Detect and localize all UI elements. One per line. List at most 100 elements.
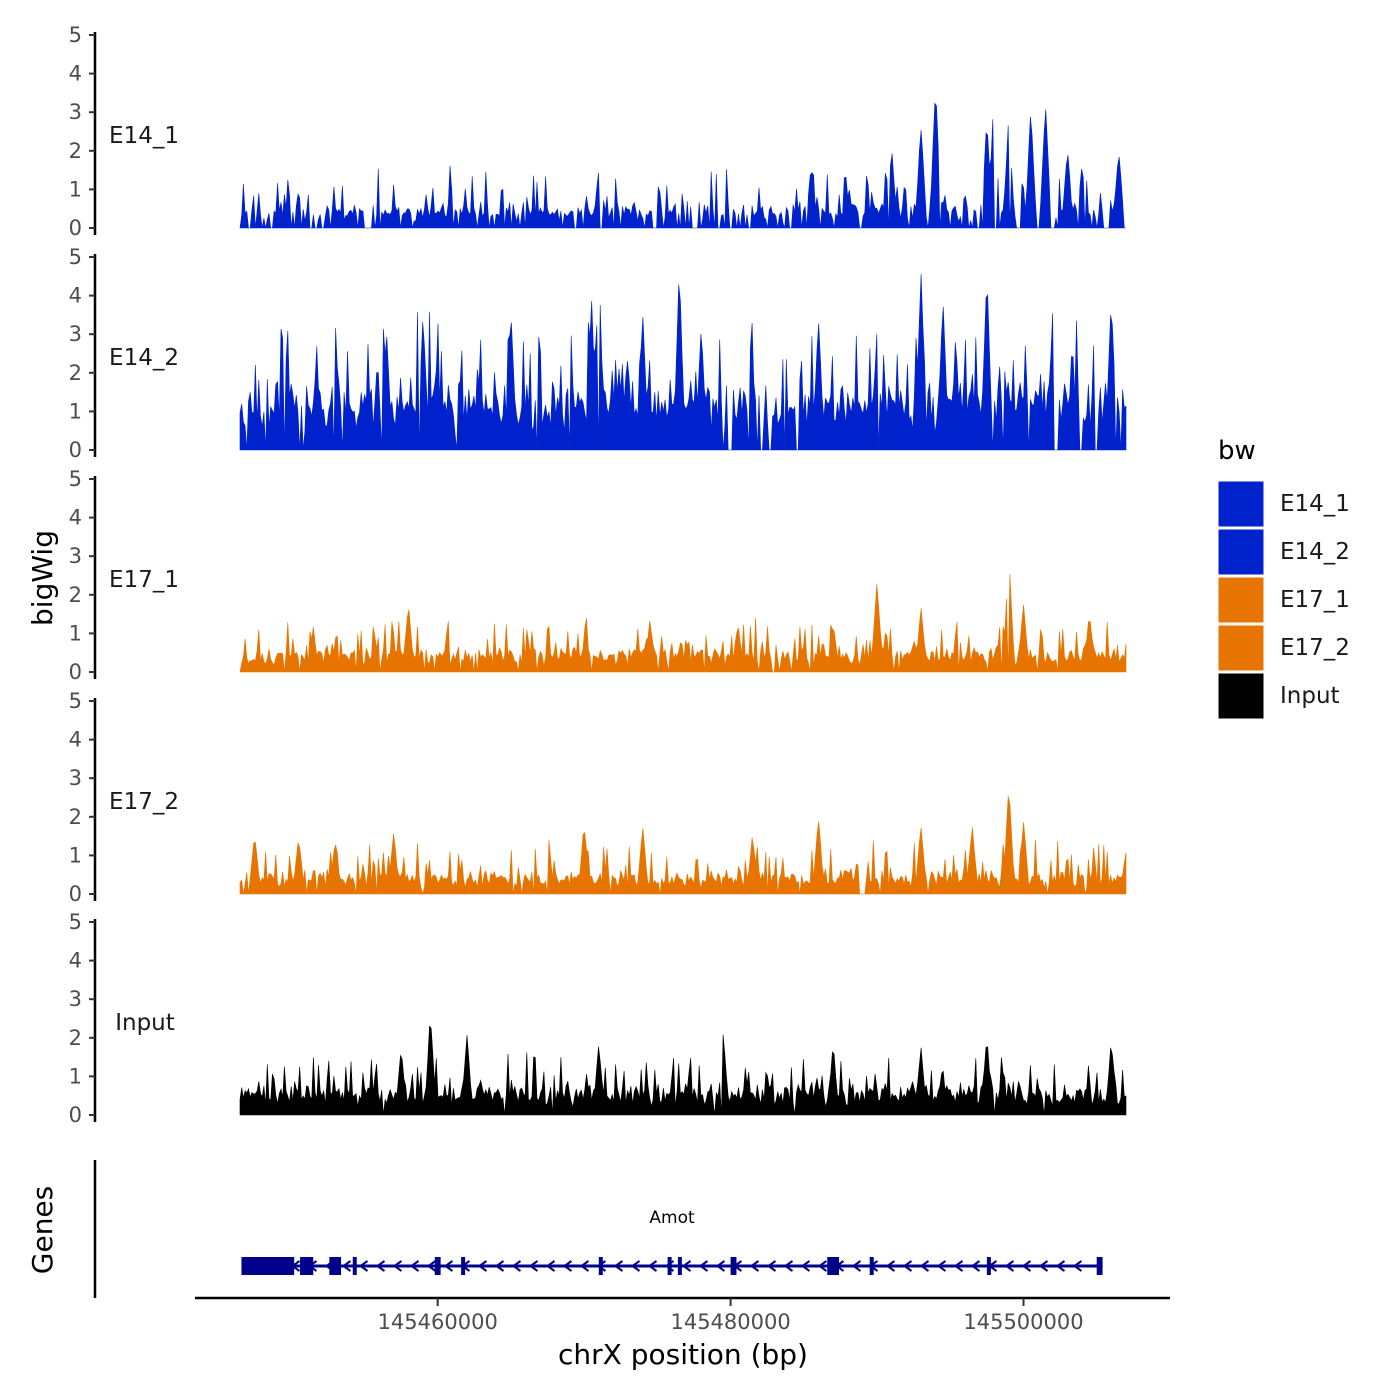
strand-arrow	[1072, 1260, 1083, 1272]
strand-arrow	[562, 1260, 573, 1272]
track-label-Input: Input	[115, 1010, 175, 1036]
strand-arrow	[528, 1260, 539, 1272]
track-E17_1: 0 1 2 3 4 5 E17_1	[69, 467, 1127, 684]
exon-block	[730, 1257, 737, 1275]
strand-arrow	[817, 1260, 828, 1272]
y-tick-label-E14_2: 0	[69, 438, 82, 462]
y-tick-label-Input: 3	[69, 987, 82, 1011]
strand-arrow	[375, 1260, 386, 1272]
strand-arrow	[579, 1260, 590, 1272]
track-label-E17_2: E17_2	[109, 789, 179, 815]
exon-block	[352, 1257, 357, 1275]
y-tick-label-E14_1: 2	[69, 139, 82, 163]
y-tick-label-E17_1: 2	[69, 583, 82, 607]
strand-arrow	[851, 1260, 862, 1272]
x-tick-label: 145460000	[378, 1310, 498, 1334]
legend-swatch-E14_1	[1217, 480, 1265, 528]
x-tick-label: 145480000	[670, 1310, 790, 1334]
strand-arrow	[477, 1260, 488, 1272]
x-tick-label: 145500000	[963, 1310, 1083, 1334]
track-label-E17_1: E17_1	[109, 567, 179, 593]
y-tick-label-E14_1: 5	[69, 23, 82, 47]
track-label-E14_1: E14_1	[109, 123, 179, 149]
y-tick-label-Input: 4	[69, 949, 82, 973]
y-tick-label-E14_2: 3	[69, 322, 82, 346]
strand-arrow	[443, 1260, 454, 1272]
strand-arrow	[545, 1260, 556, 1272]
exon-block	[869, 1257, 874, 1275]
track-E17_2: 0 1 2 3 4 5 E17_2	[69, 689, 1127, 906]
strand-arrow	[358, 1260, 369, 1272]
y-tick-label-E17_1: 3	[69, 544, 82, 568]
strand-arrow	[426, 1260, 437, 1272]
exon-block	[827, 1257, 839, 1275]
exon-block	[300, 1257, 314, 1275]
strand-arrow	[953, 1260, 964, 1272]
genes-axis-title: Genes	[26, 1186, 59, 1274]
strand-arrow	[800, 1260, 811, 1272]
x-axis: 145460000 145480000 145500000	[195, 1296, 1170, 1334]
y-tick-label-Input: 5	[69, 910, 82, 934]
gene-label: Amot	[649, 1208, 695, 1228]
strand-arrow	[749, 1260, 760, 1272]
exon-block	[434, 1257, 441, 1275]
x-axis-title: chrX position (bp)	[558, 1338, 808, 1371]
y-tick-label-E17_1: 4	[69, 506, 82, 530]
legend-label-E17_2: E17_2	[1280, 635, 1350, 661]
exon-block	[1096, 1257, 1103, 1275]
y-tick-label-E14_2: 1	[69, 399, 82, 423]
strand-arrow	[341, 1260, 352, 1272]
exon-block	[241, 1257, 295, 1275]
exon-block	[986, 1257, 991, 1275]
y-tick-label-E14_1: 3	[69, 100, 82, 124]
signal-area-E14_2	[239, 274, 1127, 451]
legend-swatch-E14_2	[1217, 528, 1265, 576]
legend: bw E14_1 E14_2 E17_1 E17_2 Input	[1217, 436, 1350, 720]
strand-arrow	[766, 1260, 777, 1272]
y-tick-label-E17_2: 1	[69, 843, 82, 867]
y-tick-label-E17_2: 4	[69, 728, 82, 752]
strand-arrow	[630, 1260, 641, 1272]
strand-arrow	[1038, 1260, 1049, 1272]
strand-arrow	[902, 1260, 913, 1272]
strand-arrow	[936, 1260, 947, 1272]
strand-arrow	[1055, 1260, 1066, 1272]
strand-arrow	[885, 1260, 896, 1272]
signal-area-E17_1	[239, 574, 1127, 673]
strand-arrow	[511, 1260, 522, 1272]
strand-arrow	[698, 1260, 709, 1272]
y-tick-label-E17_2: 3	[69, 766, 82, 790]
y-tick-label-E14_1: 1	[69, 177, 82, 201]
y-tick-label-Input: 1	[69, 1064, 82, 1088]
strand-arrow	[409, 1260, 420, 1272]
track-E14_1: 0 1 2 3 4 5 E14_1	[69, 23, 1126, 240]
legend-swatch-E17_1	[1217, 576, 1265, 624]
y-tick-label-Input: 0	[69, 1103, 82, 1127]
strand-arrow	[919, 1260, 930, 1272]
strand-arrow	[681, 1260, 692, 1272]
legend-label-Input: Input	[1280, 683, 1340, 709]
strand-arrow	[1004, 1260, 1015, 1272]
gene-track: Amot	[93, 1160, 1103, 1298]
strand-arrow	[715, 1260, 726, 1272]
exon-block	[677, 1257, 682, 1275]
exon-block	[461, 1257, 466, 1275]
strand-arrow	[392, 1260, 403, 1272]
y-tick-label-E14_1: 0	[69, 216, 82, 240]
strand-arrow	[1021, 1260, 1032, 1272]
signal-area-Input	[239, 1025, 1127, 1116]
legend-label-E14_2: E14_2	[1280, 539, 1350, 565]
track-E14_2: 0 1 2 3 4 5 E14_2	[69, 245, 1127, 462]
y-tick-label-Input: 2	[69, 1026, 82, 1050]
y-tick-label-E14_2: 5	[69, 245, 82, 269]
y-tick-label-E14_2: 4	[69, 284, 82, 308]
y-tick-label-E17_2: 5	[69, 689, 82, 713]
y-tick-label-E17_2: 2	[69, 805, 82, 829]
y-tick-label-E17_1: 1	[69, 621, 82, 645]
y-axis-title: bigWig	[26, 530, 59, 626]
legend-swatch-Input	[1217, 672, 1265, 720]
strand-arrow	[970, 1260, 981, 1272]
strand-arrow	[596, 1260, 607, 1272]
legend-label-E14_1: E14_1	[1280, 491, 1350, 517]
y-tick-label-E14_2: 2	[69, 361, 82, 385]
